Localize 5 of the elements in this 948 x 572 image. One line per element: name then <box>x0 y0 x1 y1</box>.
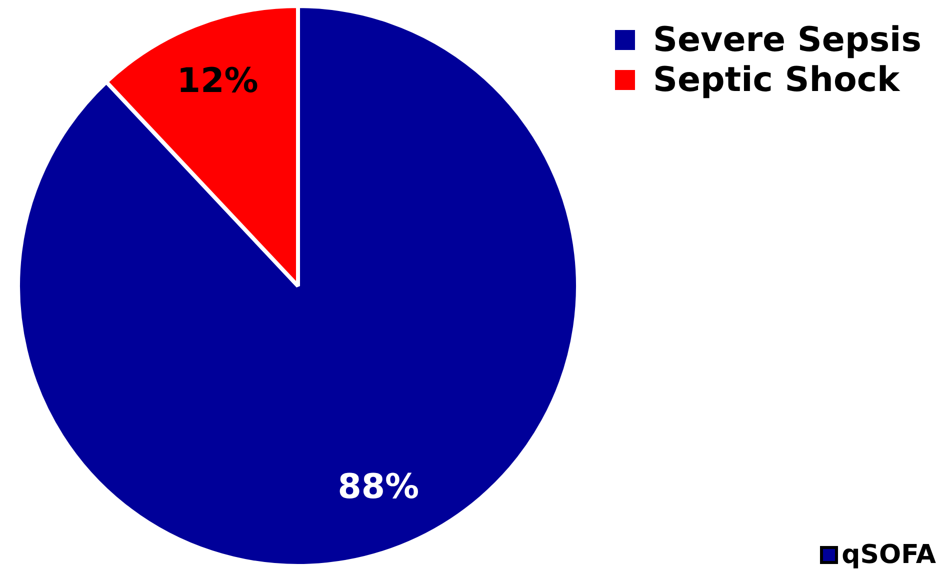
data-label: 12% <box>176 60 258 101</box>
legend-label: Severe Sepsis <box>653 20 922 60</box>
text: qSOFA <box>842 540 936 570</box>
data-label: 88% <box>338 466 420 507</box>
legend-label: Septic Shock <box>653 60 900 100</box>
